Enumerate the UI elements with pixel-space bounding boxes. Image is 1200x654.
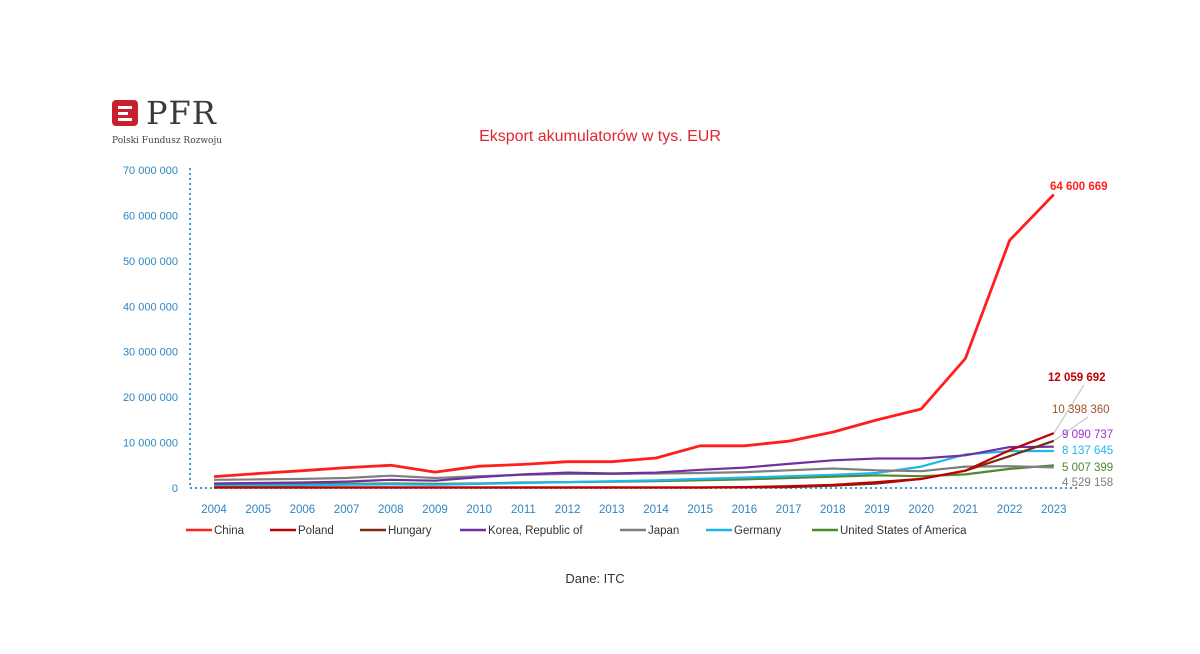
y-tick-label: 30 000 000 — [123, 347, 178, 359]
legend-label: United States of America — [840, 525, 967, 537]
x-tick-label: 2017 — [776, 504, 802, 516]
x-tick-label: 2005 — [245, 504, 271, 516]
series-line-korea-republic-of — [213, 445, 1054, 485]
x-tick-label: 2011 — [511, 504, 536, 516]
x-tick-label: 2015 — [687, 504, 713, 516]
x-tick-label: 2008 — [378, 504, 404, 516]
x-tick-label: 2016 — [732, 504, 758, 516]
end-label-leader — [1053, 416, 1089, 442]
data-label: 12 059 692 — [1048, 372, 1106, 384]
y-tick-label: 0 — [172, 483, 178, 495]
legend-label: China — [214, 525, 245, 537]
x-tick-label: 2019 — [864, 504, 890, 516]
x-tick-label: 2023 — [1041, 504, 1067, 516]
x-tick-label: 2021 — [953, 504, 979, 516]
legend-label: Japan — [648, 525, 679, 537]
series-line-poland — [214, 432, 1055, 489]
pfr-logo-mark-icon — [112, 100, 138, 126]
series-line-germany — [213, 449, 1054, 488]
logo-subtitle: Polski Fundusz Rozwoju — [112, 136, 223, 146]
y-tick-label: 70 000 000 — [123, 165, 178, 177]
y-tick-label: 40 000 000 — [123, 301, 178, 313]
series-line-china — [213, 193, 1055, 478]
y-tick-label: 10 000 000 — [123, 438, 178, 450]
x-tick-label: 2022 — [997, 504, 1023, 516]
legend-label: Poland — [298, 525, 334, 537]
x-tick-label: 2014 — [643, 504, 669, 516]
line-chart: 0 10 000 000 20 000 000 30 000 000 40 000 00… — [123, 165, 1113, 537]
source-note: Dane: ITC — [565, 571, 625, 586]
data-label: 10 398 360 — [1052, 404, 1110, 416]
y-tick-label: 60 000 000 — [123, 210, 178, 222]
x-tick-label: 2020 — [908, 504, 934, 516]
x-tick-label: 2013 — [599, 504, 625, 516]
data-label: 9 090 737 — [1062, 429, 1113, 441]
data-label: 8 137 645 — [1062, 445, 1113, 457]
legend-label: Korea, Republic of — [488, 525, 583, 537]
logo-name: PFR — [146, 94, 217, 132]
x-tick-label: 2004 — [201, 504, 227, 516]
y-tick-label: 20 000 000 — [123, 392, 178, 404]
x-tick-label: 2012 — [555, 504, 581, 516]
chart-title: Eksport akumulatorów w tys. EUR — [479, 128, 721, 145]
y-tick-label: 50 000 000 — [123, 256, 178, 268]
x-tick-label: 2009 — [422, 504, 448, 516]
legend-label: Germany — [734, 525, 782, 537]
x-tick-label: 2018 — [820, 504, 846, 516]
legend-label: Hungary — [388, 525, 432, 537]
data-label: 64 600 669 — [1050, 181, 1108, 193]
x-tick-label: 2006 — [290, 504, 316, 516]
x-tick-label: 2007 — [334, 504, 360, 516]
data-label: 5 007 399 — [1062, 462, 1113, 474]
data-label: 4 529 158 — [1062, 477, 1113, 489]
end-label-leader — [1053, 384, 1085, 434]
x-tick-label: 2010 — [466, 504, 492, 516]
